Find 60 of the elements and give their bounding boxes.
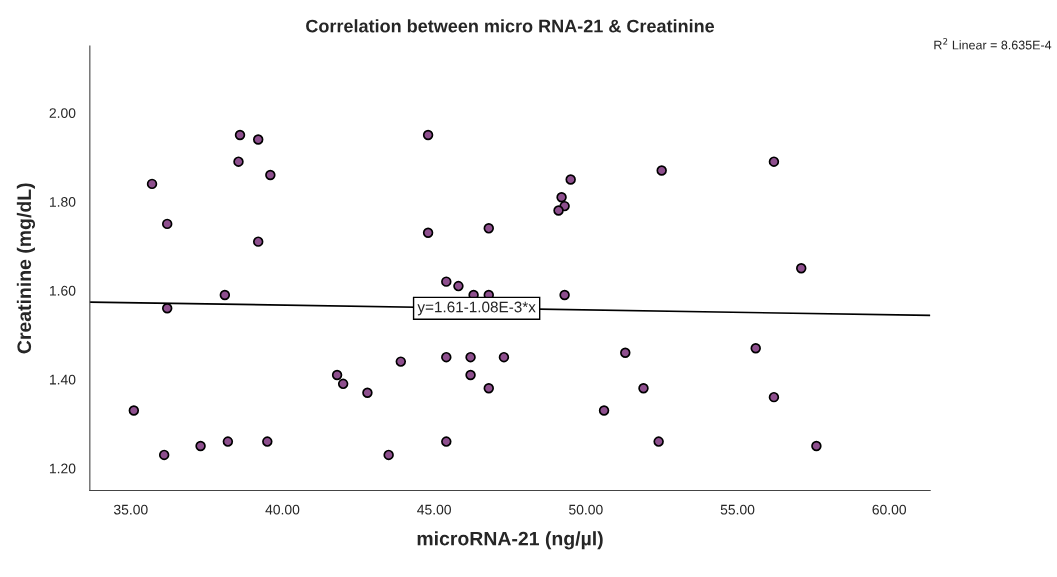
annotation: y=1.61-1.08E-3*x [417, 301, 536, 316]
point [383, 449, 394, 461]
point [483, 223, 494, 234]
point [483, 383, 494, 394]
y-tick-label: 1.60 [49, 285, 76, 296]
x-tick-label: 45.00 [417, 504, 451, 515]
point [768, 391, 780, 403]
point [128, 405, 140, 416]
point [559, 289, 570, 301]
point [195, 440, 206, 452]
y-tick-label: 1.40 [49, 374, 76, 385]
point [234, 129, 246, 141]
point [620, 347, 631, 358]
point [331, 369, 343, 381]
point [453, 280, 464, 292]
point [158, 449, 170, 461]
point [565, 174, 576, 185]
point [222, 436, 234, 447]
point [638, 383, 649, 394]
point [811, 440, 822, 452]
point [441, 436, 452, 447]
point [598, 405, 610, 416]
y-tick-label: 1.20 [49, 463, 76, 474]
point [656, 165, 667, 176]
x-tick-label: 55.00 [720, 504, 755, 515]
point [219, 289, 231, 301]
text: R$^{2}$ Linear = 8.635E-4 [934, 38, 1052, 50]
point [498, 351, 510, 363]
x-tick-label: 35.00 [113, 504, 148, 515]
point [161, 303, 173, 314]
x-tick-label: 60.00 [872, 504, 907, 515]
point [422, 227, 434, 238]
point [441, 276, 452, 287]
point [796, 263, 807, 274]
x-tick-label: 40.00 [265, 504, 300, 515]
x-axis-title: microRNA-21 (ng/µl) [417, 531, 603, 550]
point [556, 191, 567, 203]
point [252, 134, 264, 145]
point [252, 236, 264, 247]
point [265, 169, 276, 181]
point [395, 356, 407, 367]
point [146, 178, 158, 190]
point [465, 351, 476, 363]
point [441, 351, 452, 363]
point [161, 218, 173, 230]
point [553, 205, 564, 216]
point [653, 436, 664, 447]
point [362, 387, 373, 398]
chart-title: Correlation between micro RNA-21 & Creatinine [306, 19, 715, 33]
point [337, 378, 349, 390]
point [768, 156, 780, 167]
x-tick-label: 50.00 [569, 504, 603, 515]
point [262, 436, 273, 447]
point [465, 369, 476, 381]
y-axis-title: Creatinine (mg/dL) [16, 183, 36, 354]
point [750, 343, 761, 354]
point [422, 129, 434, 141]
y-tick-label: 1.80 [49, 197, 76, 207]
point [233, 156, 244, 167]
y-tick-label: 2.00 [49, 108, 76, 118]
